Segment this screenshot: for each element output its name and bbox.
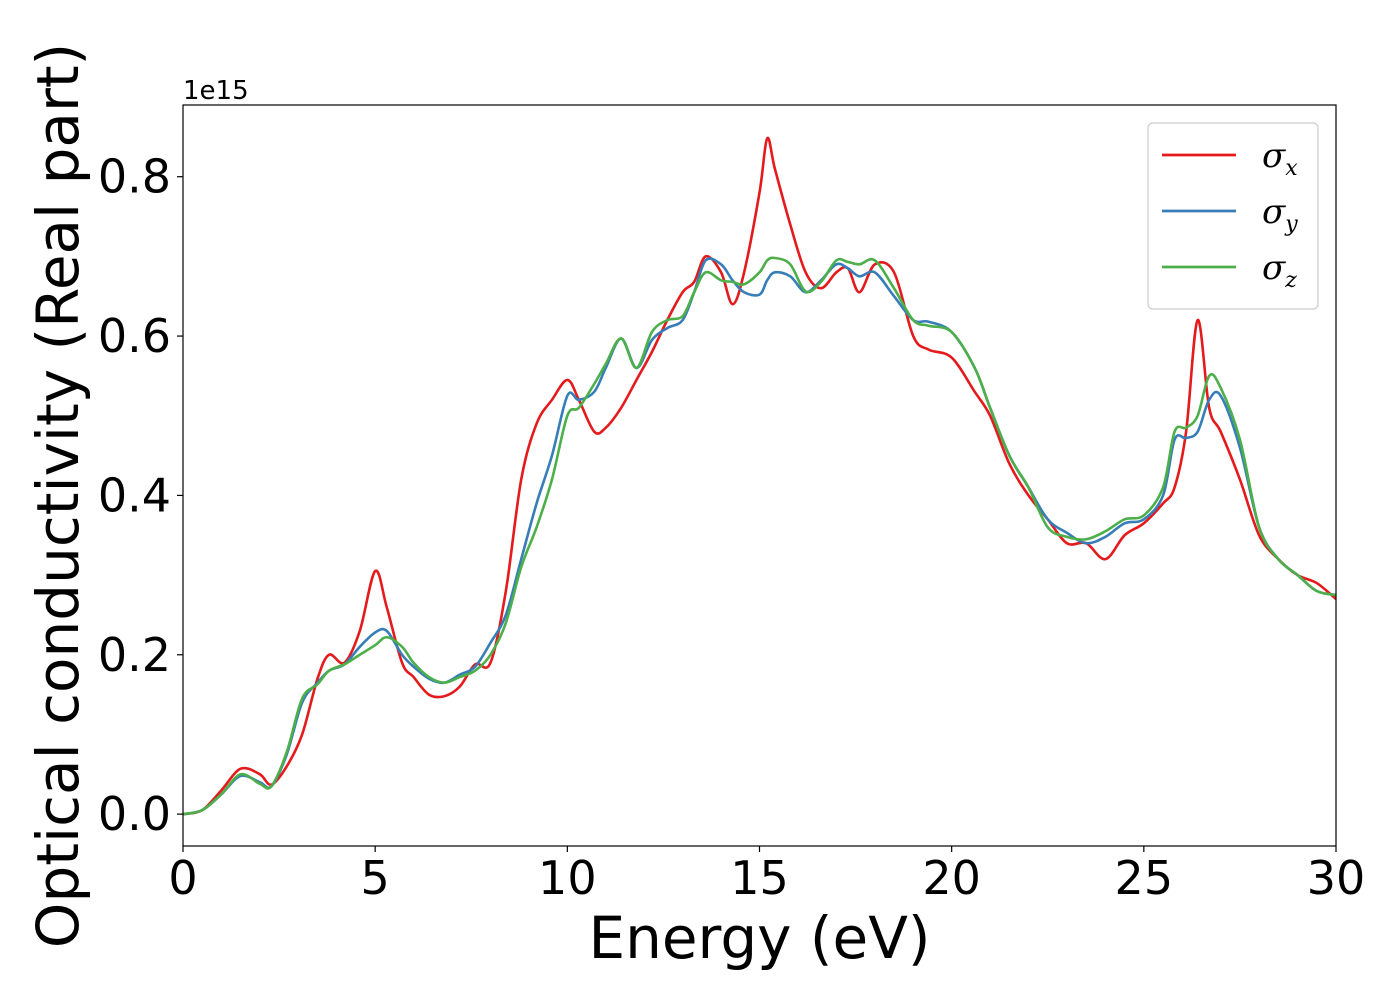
series-line-sigma-x bbox=[183, 136, 1336, 816]
y-axis: 0.0 0.2 0.4 0.6 0.8 bbox=[98, 150, 183, 841]
x-tick-label: 15 bbox=[730, 851, 789, 905]
legend-box bbox=[1147, 122, 1319, 310]
x-tick-label: 10 bbox=[538, 851, 597, 905]
x-tick-label: 20 bbox=[922, 851, 981, 905]
series-layer bbox=[183, 136, 1336, 816]
x-tick-label: 0 bbox=[168, 851, 197, 905]
y-tick-label: 0.8 bbox=[98, 150, 171, 204]
legend-label: σx bbox=[1262, 136, 1298, 181]
legend: σx σy σz bbox=[1147, 122, 1319, 310]
y-tick-label: 0.0 bbox=[98, 787, 171, 841]
series-line-sigma-z bbox=[183, 256, 1336, 816]
legend-label: σz bbox=[1262, 248, 1297, 293]
y-axis-label: Optical conductivity (Real part) bbox=[24, 43, 92, 948]
y-tick-label: 0.2 bbox=[98, 628, 171, 682]
x-tick-label: 30 bbox=[1307, 851, 1366, 905]
legend-item-sigma-z: σz bbox=[1162, 248, 1297, 293]
legend-item-sigma-y: σy bbox=[1162, 192, 1298, 237]
x-axis: 0 5 10 15 20 25 30 bbox=[168, 846, 1365, 905]
legend-items: σx σy σz bbox=[1162, 136, 1298, 293]
x-tick-label: 25 bbox=[1115, 851, 1174, 905]
plot-area bbox=[183, 105, 1336, 846]
x-axis-label: Energy (eV) bbox=[588, 904, 930, 972]
series-line-sigma-y bbox=[183, 257, 1336, 816]
y-tick-label: 0.4 bbox=[98, 468, 171, 522]
legend-label: σy bbox=[1262, 192, 1298, 237]
y-tick-label: 0.6 bbox=[98, 309, 171, 363]
x-tick-label: 5 bbox=[361, 851, 390, 905]
y-axis-offset-text: 1e15 bbox=[183, 76, 249, 106]
legend-item-sigma-x: σx bbox=[1162, 136, 1298, 181]
